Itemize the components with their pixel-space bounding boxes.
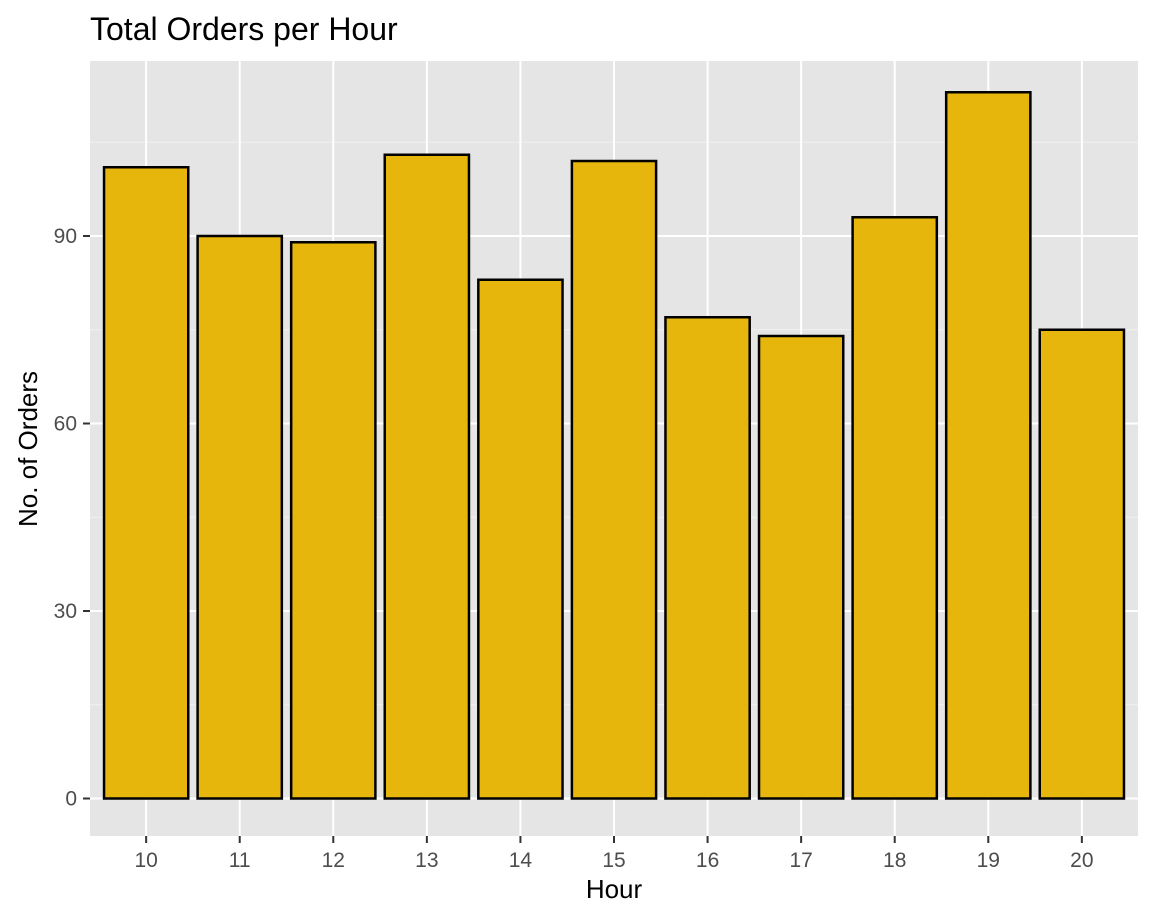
bar-13 xyxy=(383,153,471,800)
bar-17 xyxy=(757,334,845,800)
bar-10 xyxy=(102,166,190,800)
y-tick-label: 90 xyxy=(54,225,77,248)
x-tick-label: 16 xyxy=(696,849,719,872)
x-tick-label: 17 xyxy=(789,849,812,872)
x-tick-label: 10 xyxy=(134,849,157,872)
x-tick-label: 20 xyxy=(1070,849,1093,872)
bar-14 xyxy=(477,278,564,800)
y-axis-title: No. of Orders xyxy=(13,371,43,527)
bar-19 xyxy=(944,91,1032,800)
bar-20 xyxy=(1038,328,1126,800)
x-tick-label: 13 xyxy=(415,849,438,872)
y-tick-label: 0 xyxy=(65,788,77,811)
bar-12 xyxy=(289,241,377,800)
bar-16 xyxy=(664,316,751,800)
bar-11 xyxy=(196,234,284,800)
y-tick-label: 30 xyxy=(54,600,77,623)
x-tick-label: 12 xyxy=(322,849,345,872)
x-tick-label: 19 xyxy=(977,849,1000,872)
x-tick-label: 11 xyxy=(229,849,251,872)
x-tick-label: 14 xyxy=(509,849,533,872)
x-axis-title: Hour xyxy=(586,874,643,904)
x-tick-label: 15 xyxy=(602,849,625,872)
y-axis-ticks: 0 30 60 90 xyxy=(54,225,90,811)
bar-15 xyxy=(570,159,658,800)
x-tick-label: 18 xyxy=(883,849,906,872)
bar-18 xyxy=(851,216,939,800)
y-tick-label: 60 xyxy=(54,413,77,436)
x-axis-ticks: 10 11 12 13 14 15 16 17 18 19 20 xyxy=(134,836,1094,872)
bars xyxy=(102,91,1126,800)
chart-title: Total Orders per Hour xyxy=(90,11,398,47)
